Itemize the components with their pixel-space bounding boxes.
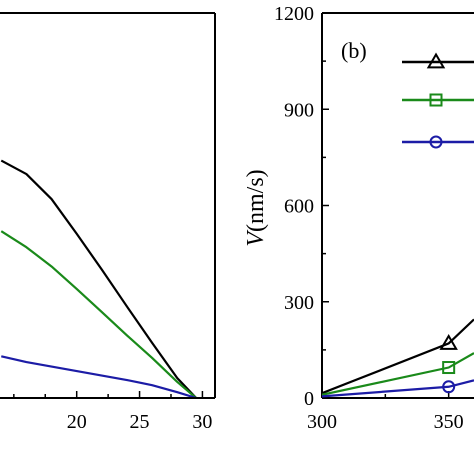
panel-b-y-axis-label-variable: V bbox=[243, 230, 269, 247]
panel-a-x-tick-label: 30 bbox=[192, 411, 212, 433]
panel-b-series-1-line bbox=[322, 318, 474, 395]
panel-b-y-tick-label: 900 bbox=[284, 99, 314, 121]
panel-a-series-2-line bbox=[0, 230, 197, 399]
panel-b-series-2-point bbox=[442, 361, 456, 375]
panel-a: 20 25 30 bbox=[0, 12, 216, 433]
panel-b-series-3-line bbox=[322, 379, 474, 398]
legend-circle-marker bbox=[429, 135, 443, 149]
panel-b-y-tick-label: 0 bbox=[304, 388, 314, 410]
panel-b-y-axis-label: V(nm/s) bbox=[243, 169, 269, 246]
panel-b-series-1-point bbox=[439, 333, 458, 350]
panel-b-x-tick-label: 350 bbox=[434, 411, 464, 433]
panel-b-tag: (b) bbox=[341, 38, 367, 63]
panel-a-series-1-line bbox=[0, 159, 197, 399]
panel-a-x-tick-label: 20 bbox=[67, 411, 87, 433]
legend-square-marker bbox=[429, 93, 443, 107]
panel-b-x-tick-label: 300 bbox=[307, 411, 337, 433]
panel-b-series-2-line bbox=[322, 352, 474, 396]
panel-b-y-tick-label: 600 bbox=[284, 196, 314, 218]
panel-a-x-tick-label: 25 bbox=[130, 411, 150, 433]
panel-a-series-3-line bbox=[1, 355, 197, 400]
panel-b-series-3-point bbox=[442, 380, 456, 394]
panel-b-y-tick-label: 1200 bbox=[274, 3, 314, 25]
legend-triangle-marker bbox=[426, 52, 446, 69]
panel-b-y-axis-label-unit: (nm/s) bbox=[243, 169, 269, 232]
panel-b-plot-area bbox=[322, 318, 474, 398]
panel-b-y-tick-label: 300 bbox=[284, 292, 314, 314]
